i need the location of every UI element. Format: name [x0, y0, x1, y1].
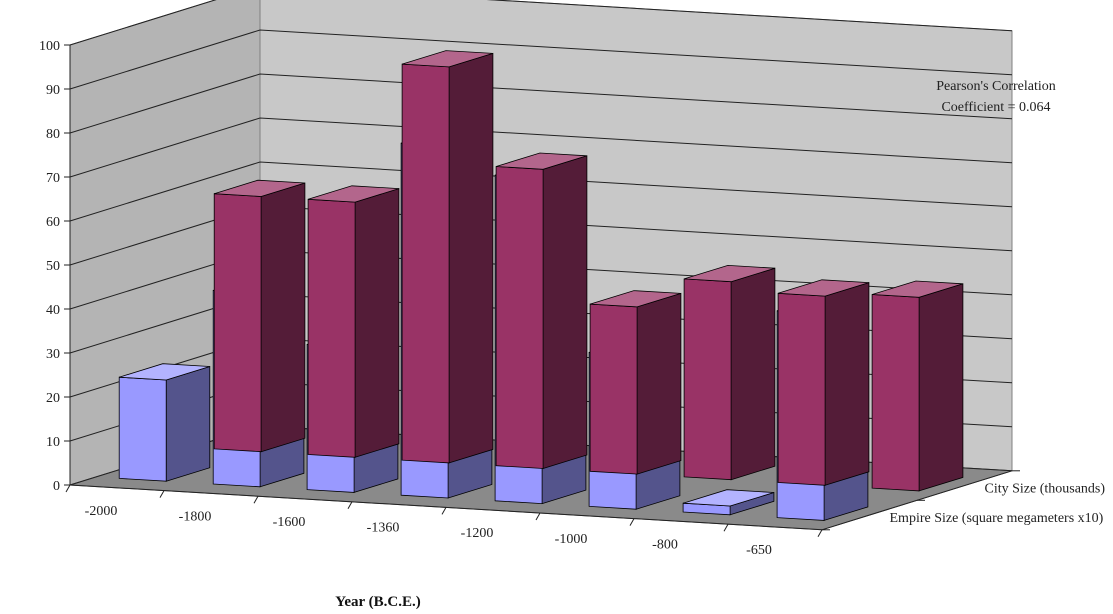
- bar-face: [777, 279, 870, 297]
- y-tick-label: 70: [46, 171, 60, 186]
- annotation-line-1: Pearson's Correlation: [936, 79, 1056, 94]
- x-tick: [159, 490, 165, 498]
- x-tick-label: -2000: [85, 504, 118, 519]
- x-tick-label: -1360: [367, 521, 400, 536]
- y-tick-label: 0: [53, 479, 60, 494]
- x-tick: [723, 523, 729, 532]
- y-tick-label: 30: [46, 347, 60, 362]
- bar-face: [307, 198, 356, 458]
- bar-face: [307, 185, 400, 203]
- bar-city--1600: [401, 50, 494, 464]
- x-tick-label: -650: [746, 543, 772, 558]
- x-tick: [441, 507, 447, 515]
- bar-face: [401, 50, 494, 68]
- bar-city--650: [871, 280, 964, 492]
- x-tick-label: -1600: [273, 515, 306, 530]
- bar-city--2000: [213, 179, 306, 453]
- bar-face: [213, 193, 262, 453]
- x-tick: [817, 529, 823, 538]
- y-tick-label: 40: [46, 303, 60, 318]
- bar-face: [871, 294, 920, 492]
- bar-face: [495, 152, 588, 170]
- bar-empire--2000: [118, 363, 211, 482]
- y-tick-label: 90: [46, 83, 60, 98]
- bar-face: [542, 155, 588, 470]
- bar-face: [119, 363, 210, 381]
- bar-face: [824, 282, 870, 486]
- annotation-line-2: Coefficient = 0.064: [941, 100, 1051, 115]
- bar-face: [636, 292, 682, 475]
- bar-face: [495, 166, 544, 469]
- gridline: [69, 29, 1013, 90]
- bar-face: [118, 376, 167, 482]
- bar-city--1800: [307, 185, 400, 458]
- bar-face: [214, 179, 306, 197]
- bar-empire--800: [682, 489, 775, 516]
- x-tick: [535, 512, 541, 521]
- x-tick-label: -1800: [179, 509, 212, 524]
- bar-face: [730, 267, 776, 481]
- bar-face: [165, 365, 211, 482]
- gridline: [69, 73, 1013, 134]
- y-tick-label: 10: [46, 435, 60, 450]
- bar-face: [589, 303, 638, 475]
- bar-face: [683, 278, 732, 481]
- x-tick-label: -800: [652, 537, 678, 552]
- x-tick: [629, 518, 635, 526]
- y-tick-label: 20: [46, 391, 60, 406]
- gridline: [69, 161, 1013, 222]
- correlation-annotation: Pearson's Correlation Coefficient = 0.06…: [896, 76, 1096, 118]
- gridline: [69, 0, 1013, 46]
- bar-city--1200: [589, 290, 682, 475]
- bar-face: [401, 63, 450, 464]
- x-tick-label: -1000: [555, 532, 588, 547]
- y-tick-label: 50: [46, 259, 60, 274]
- bar-face: [589, 290, 682, 308]
- x-axis-title: Year (B.C.E.): [335, 594, 421, 610]
- y-tick-label: 100: [39, 39, 60, 54]
- bar-face: [918, 283, 964, 492]
- bar-face: [683, 264, 776, 283]
- bar-face: [260, 182, 306, 453]
- series-label-empire: Empire Size (square megameters x10): [890, 511, 1104, 526]
- bar-face: [682, 489, 775, 507]
- bar-face: [354, 188, 400, 458]
- x-tick-label: -1200: [461, 526, 494, 541]
- gridline: [69, 117, 1013, 178]
- y-tick-label: 60: [46, 215, 60, 230]
- bar-city--1000: [683, 264, 776, 481]
- x-tick: [65, 484, 71, 493]
- bar-city--800: [777, 279, 870, 486]
- series-label-city: City Size (thousands): [985, 482, 1106, 497]
- bar-city--1360: [495, 152, 588, 470]
- bar-face: [448, 52, 494, 464]
- bar-face: [871, 280, 964, 298]
- y-tick-label: 80: [46, 127, 60, 142]
- x-tick: [253, 495, 259, 504]
- bar-face: [777, 292, 826, 486]
- x-tick: [347, 501, 353, 510]
